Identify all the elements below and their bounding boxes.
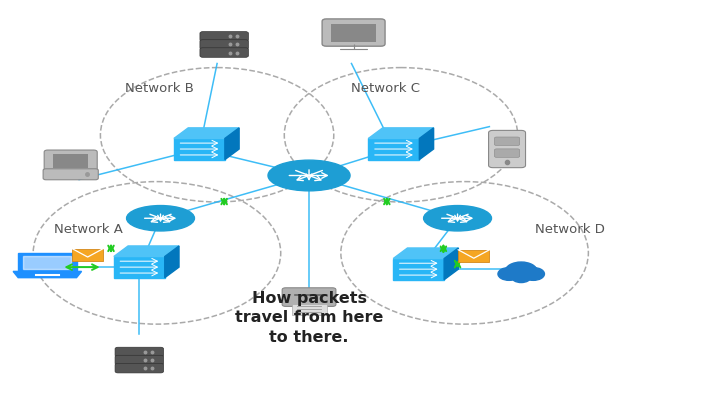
Circle shape (512, 272, 531, 283)
Polygon shape (114, 257, 165, 278)
Ellipse shape (424, 206, 491, 231)
FancyBboxPatch shape (44, 151, 97, 173)
Ellipse shape (126, 206, 195, 231)
Circle shape (522, 268, 545, 281)
FancyBboxPatch shape (53, 155, 88, 169)
Text: Network C: Network C (351, 82, 420, 95)
FancyBboxPatch shape (200, 49, 248, 58)
FancyBboxPatch shape (115, 355, 163, 365)
FancyBboxPatch shape (200, 40, 248, 50)
FancyBboxPatch shape (115, 347, 163, 357)
Circle shape (498, 268, 520, 281)
Polygon shape (13, 272, 82, 278)
Polygon shape (165, 246, 179, 278)
Polygon shape (174, 128, 239, 139)
FancyBboxPatch shape (72, 249, 103, 262)
Polygon shape (23, 256, 72, 270)
FancyBboxPatch shape (494, 150, 520, 158)
FancyBboxPatch shape (292, 304, 327, 315)
Ellipse shape (268, 161, 350, 191)
Polygon shape (393, 259, 444, 280)
Circle shape (506, 263, 537, 281)
Polygon shape (225, 128, 239, 160)
FancyBboxPatch shape (331, 25, 376, 43)
FancyBboxPatch shape (115, 364, 163, 373)
FancyBboxPatch shape (282, 288, 336, 307)
Polygon shape (420, 128, 434, 160)
Text: Network A: Network A (55, 222, 124, 235)
FancyBboxPatch shape (322, 20, 385, 47)
Polygon shape (174, 139, 225, 160)
Text: Network D: Network D (535, 222, 605, 235)
Text: Network B: Network B (125, 82, 194, 95)
FancyBboxPatch shape (200, 33, 248, 42)
FancyBboxPatch shape (458, 250, 489, 263)
Text: How packets
travel from here
to there.: How packets travel from here to there. (235, 290, 383, 344)
Polygon shape (444, 248, 459, 280)
FancyBboxPatch shape (43, 169, 98, 180)
Polygon shape (368, 139, 420, 160)
FancyBboxPatch shape (488, 131, 525, 168)
Polygon shape (368, 128, 434, 139)
Polygon shape (393, 248, 459, 259)
FancyBboxPatch shape (494, 138, 520, 146)
Polygon shape (18, 254, 77, 272)
Polygon shape (114, 246, 179, 257)
